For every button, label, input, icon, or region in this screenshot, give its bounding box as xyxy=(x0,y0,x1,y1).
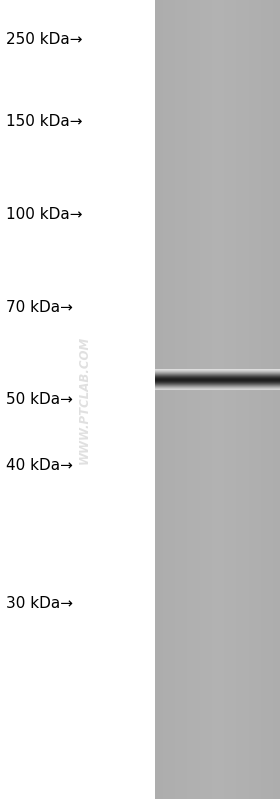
Text: WWW.PTCLAB.COM: WWW.PTCLAB.COM xyxy=(78,336,90,463)
Text: 250 kDa→: 250 kDa→ xyxy=(6,33,82,47)
Text: 40 kDa→: 40 kDa→ xyxy=(6,458,73,472)
Text: 100 kDa→: 100 kDa→ xyxy=(6,207,82,221)
Text: 50 kDa→: 50 kDa→ xyxy=(6,392,73,407)
Text: 30 kDa→: 30 kDa→ xyxy=(6,596,73,610)
Text: 70 kDa→: 70 kDa→ xyxy=(6,300,73,315)
Text: 150 kDa→: 150 kDa→ xyxy=(6,114,82,129)
